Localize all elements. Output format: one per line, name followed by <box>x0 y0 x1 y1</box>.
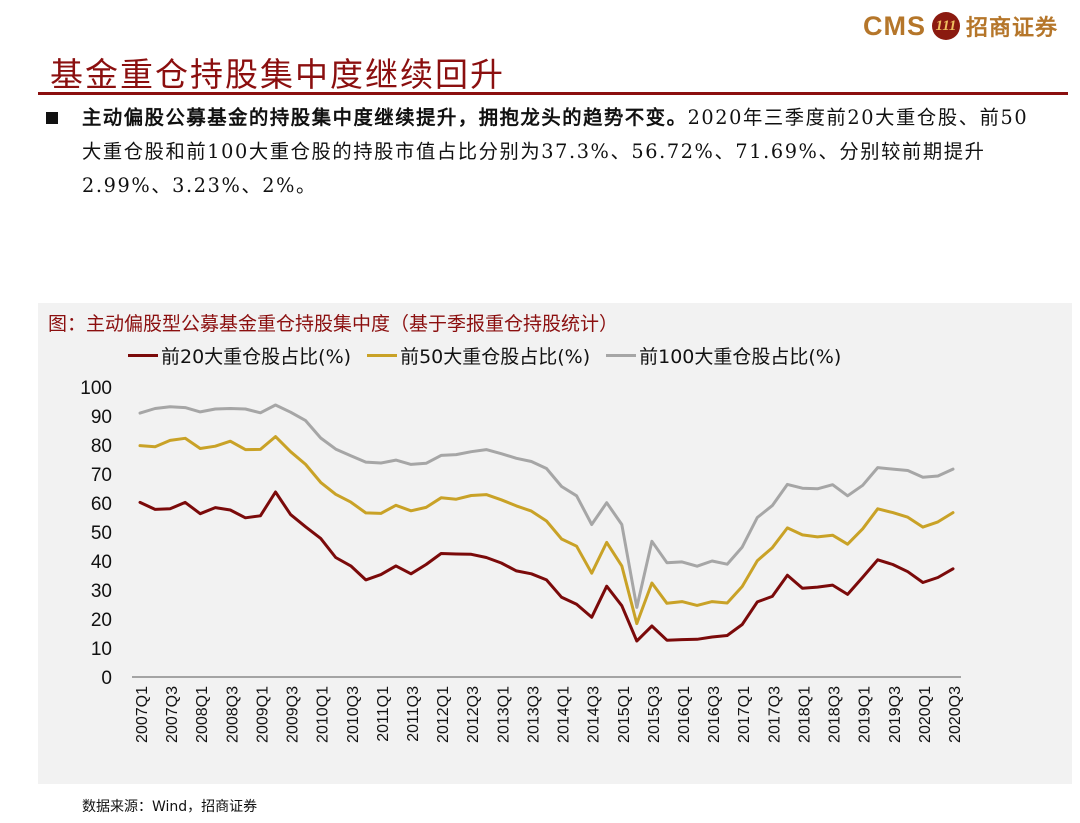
figure-panel <box>38 303 1072 784</box>
legend-swatch-top50 <box>367 354 398 357</box>
chart-legend: 前20大重仓股占比(%) 前50大重仓股占比(%) 前100大重仓股占比(%) <box>128 342 857 369</box>
legend-swatch-top20 <box>128 354 158 357</box>
x-tick-label: 2017Q3 <box>766 686 783 743</box>
summary-paragraph: 主动偏股公募基金的持股集中度继续提升，拥抱龙头的趋势不变。2020年三季度前20… <box>82 101 1047 203</box>
x-tick-label: 2016Q1 <box>676 686 693 743</box>
x-tick-label: 2012Q1 <box>435 686 452 743</box>
figure-caption: 图：主动偏股型公募基金重仓持股集中度（基于季报重仓持股统计） <box>48 313 619 335</box>
summary-lead: 主动偏股公募基金的持股集中度继续提升，拥抱龙头的趋势不变。 <box>82 106 688 129</box>
x-tick-label: 2015Q1 <box>616 686 633 743</box>
x-tick-label: 2008Q1 <box>194 686 211 743</box>
x-tick-label: 2007Q1 <box>134 686 151 743</box>
y-tick-label: 90 <box>91 407 112 428</box>
logo-company-name: 招商证券 <box>965 15 1058 41</box>
page-title: 基金重仓持股集中度继续回升 <box>50 55 505 94</box>
x-tick-label: 2019Q3 <box>887 686 904 743</box>
legend-item-top50: 前50大重仓股占比(%) <box>367 342 590 369</box>
x-tick-label: 2010Q3 <box>345 686 362 743</box>
title-divider <box>38 92 1068 95</box>
x-tick-label: 2011Q1 <box>375 686 392 742</box>
x-tick-label: 2020Q1 <box>917 686 934 743</box>
x-tick-label: 2020Q3 <box>947 686 964 743</box>
legend-swatch-top100 <box>606 354 637 357</box>
y-tick-label: 20 <box>91 610 112 631</box>
cms-logo: CMS 111 招商证券 <box>863 10 1058 42</box>
data-source-note: 数据来源：Wind，招商证券 <box>82 799 258 815</box>
legend-label-top50: 前50大重仓股占比(%) <box>400 346 591 368</box>
x-tick-label: 2017Q1 <box>736 686 753 743</box>
bullet-square-icon <box>46 112 58 124</box>
y-tick-label: 100 <box>80 378 112 399</box>
logo-badge-icon: 111 <box>931 12 960 40</box>
y-tick-label: 80 <box>91 436 112 457</box>
x-tick-label: 2007Q3 <box>164 686 181 743</box>
x-tick-label: 2009Q1 <box>254 686 271 743</box>
x-tick-label: 2012Q3 <box>465 686 482 743</box>
x-tick-label: 2010Q1 <box>315 686 332 743</box>
summary-detail: 2020年三季度前20大重仓股、前50大重仓股和前100大重仓股的持股市值占比分… <box>82 106 1029 197</box>
x-tick-label: 2016Q3 <box>706 686 723 743</box>
y-tick-label: 60 <box>91 494 112 515</box>
x-tick-label: 2008Q3 <box>224 686 241 743</box>
logo-cms-text: CMS <box>862 10 926 41</box>
y-tick-label: 70 <box>91 465 112 486</box>
y-tick-label: 10 <box>91 639 112 660</box>
x-tick-label: 2011Q3 <box>405 686 422 742</box>
legend-label-top20: 前20大重仓股占比(%) <box>161 346 352 368</box>
series-line-top100 <box>138 403 955 609</box>
x-tick-label: 2018Q3 <box>827 686 844 743</box>
y-tick-label: 50 <box>91 523 112 544</box>
x-tick-label: 2015Q3 <box>646 686 663 743</box>
y-tick-label: 40 <box>91 552 112 573</box>
x-tick-label: 2019Q1 <box>857 686 874 743</box>
x-tick-label: 2013Q3 <box>525 686 542 743</box>
y-tick-label: 0 <box>101 668 112 689</box>
x-tick-label: 2009Q3 <box>285 686 302 743</box>
series-line-top20 <box>138 490 955 643</box>
x-tick-label: 2018Q1 <box>796 686 813 743</box>
series-line-top50 <box>138 435 955 626</box>
x-tick-label: 2014Q3 <box>586 686 603 743</box>
legend-label-top100: 前100大重仓股占比(%) <box>639 346 842 368</box>
y-tick-label: 30 <box>91 581 112 602</box>
legend-item-top100: 前100大重仓股占比(%) <box>606 342 841 369</box>
x-tick-label: 2013Q1 <box>495 686 512 743</box>
legend-item-top20: 前20大重仓股占比(%) <box>128 342 351 369</box>
x-tick-label: 2014Q1 <box>556 686 573 743</box>
